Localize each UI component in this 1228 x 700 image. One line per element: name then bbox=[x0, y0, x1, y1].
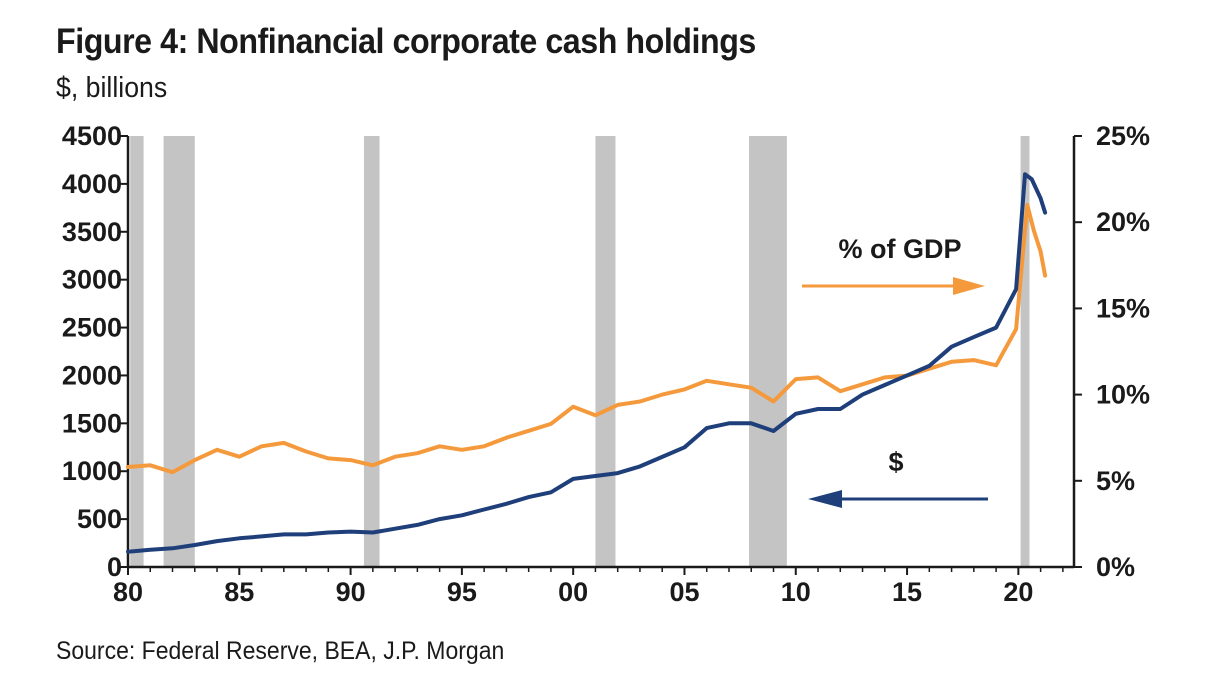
x-tick-label: 20 bbox=[1003, 577, 1033, 607]
x-tick-label: 80 bbox=[113, 577, 143, 607]
y-right-tick-label: 15% bbox=[1096, 293, 1150, 323]
y-left-tick-label: 3000 bbox=[62, 265, 122, 295]
y-left-tick-label: 3500 bbox=[62, 217, 122, 247]
y-left-tick-label: 4500 bbox=[62, 121, 122, 151]
y-left-tick-label: 2000 bbox=[62, 360, 122, 390]
chart-title: Figure 4: Nonfinancial corporate cash ho… bbox=[56, 22, 756, 61]
y-right-tick-label: 0% bbox=[1096, 552, 1135, 582]
annotation-usd-label: $ bbox=[888, 447, 903, 477]
recession-band-5 bbox=[1020, 136, 1030, 567]
y-left-tick-label: 1000 bbox=[62, 456, 122, 486]
x-tick-label: 15 bbox=[892, 577, 922, 607]
y-left-tick-label: 0 bbox=[107, 552, 122, 582]
series-lines bbox=[126, 172, 1048, 554]
recession-band-4 bbox=[749, 136, 787, 567]
series-line-pct-gdp bbox=[126, 203, 1048, 475]
x-tick-label: 05 bbox=[669, 577, 699, 607]
recession-band-0 bbox=[130, 136, 144, 567]
y-left-tick-label: 4000 bbox=[62, 169, 122, 199]
source-note: Source: Federal Reserve, BEA, J.P. Morga… bbox=[56, 637, 505, 665]
x-tick-label: 85 bbox=[224, 577, 254, 607]
annotations: % of GDP $ bbox=[802, 234, 988, 508]
recession-bands bbox=[130, 136, 1030, 567]
x-tick-label: 90 bbox=[336, 577, 366, 607]
y-right-tick-label: 25% bbox=[1096, 121, 1150, 151]
chart-subtitle: $, billions bbox=[56, 72, 168, 104]
y-left-tick-label: 500 bbox=[77, 504, 122, 534]
axes: 0500100015002000250030003500400045000%5%… bbox=[62, 121, 1150, 607]
annotation-left-arrow-head bbox=[808, 490, 842, 508]
recession-band-2 bbox=[363, 136, 380, 567]
y-left-tick-label: 2500 bbox=[62, 313, 122, 343]
x-tick-label: 00 bbox=[558, 577, 588, 607]
annotation-pct-gdp-label: % of GDP bbox=[838, 234, 961, 264]
recession-band-1 bbox=[163, 136, 195, 567]
y-right-tick-label: 20% bbox=[1096, 207, 1150, 237]
y-right-tick-label: 10% bbox=[1096, 380, 1150, 410]
x-tick-label: 95 bbox=[447, 577, 477, 607]
y-left-tick-label: 1500 bbox=[62, 408, 122, 438]
x-tick-label: 10 bbox=[781, 577, 811, 607]
annotation-right-arrow-head bbox=[953, 277, 985, 295]
series-line-usd bbox=[126, 172, 1048, 554]
recession-band-3 bbox=[595, 136, 616, 567]
y-right-tick-label: 5% bbox=[1096, 466, 1135, 496]
